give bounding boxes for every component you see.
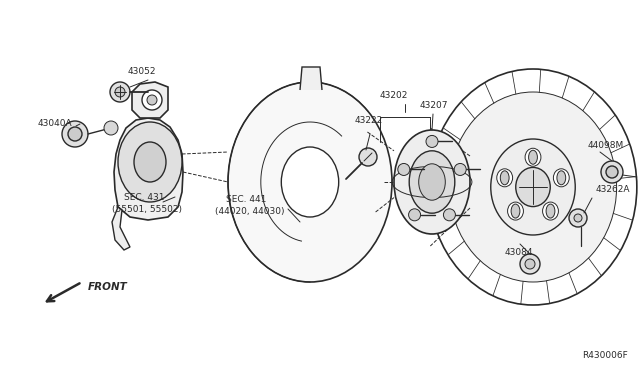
- Ellipse shape: [444, 209, 456, 221]
- Ellipse shape: [454, 163, 466, 176]
- Circle shape: [104, 121, 118, 135]
- Polygon shape: [114, 118, 183, 220]
- Circle shape: [110, 82, 130, 102]
- Ellipse shape: [511, 204, 520, 218]
- Circle shape: [142, 90, 162, 110]
- Ellipse shape: [557, 171, 566, 185]
- Text: R430006F: R430006F: [582, 351, 628, 360]
- Ellipse shape: [529, 150, 538, 164]
- Text: 43262A: 43262A: [596, 185, 630, 194]
- Circle shape: [606, 166, 618, 178]
- Ellipse shape: [394, 130, 470, 234]
- Ellipse shape: [228, 82, 392, 282]
- Ellipse shape: [419, 164, 445, 200]
- Circle shape: [520, 254, 540, 274]
- Ellipse shape: [500, 171, 509, 185]
- Text: 43052: 43052: [128, 67, 157, 76]
- Ellipse shape: [491, 139, 575, 235]
- Ellipse shape: [398, 163, 410, 176]
- Polygon shape: [132, 82, 168, 118]
- Ellipse shape: [429, 69, 637, 305]
- Ellipse shape: [525, 148, 541, 166]
- Ellipse shape: [118, 122, 182, 202]
- Text: (55501, 55502): (55501, 55502): [112, 205, 182, 214]
- Text: 43040A: 43040A: [38, 119, 72, 128]
- Ellipse shape: [543, 202, 559, 220]
- Circle shape: [359, 148, 377, 166]
- Circle shape: [569, 209, 587, 227]
- Circle shape: [115, 87, 125, 97]
- Text: FRONT: FRONT: [88, 282, 128, 292]
- Ellipse shape: [282, 147, 339, 217]
- Text: 43207: 43207: [420, 101, 449, 110]
- Ellipse shape: [508, 202, 524, 220]
- Circle shape: [574, 214, 582, 222]
- Ellipse shape: [449, 92, 616, 282]
- Circle shape: [601, 161, 623, 183]
- Circle shape: [68, 127, 82, 141]
- Text: 44098M: 44098M: [588, 141, 624, 150]
- Polygon shape: [300, 67, 322, 90]
- Ellipse shape: [426, 135, 438, 147]
- Text: (44020, 44030): (44020, 44030): [215, 207, 285, 216]
- Text: 43202: 43202: [380, 91, 408, 100]
- Ellipse shape: [546, 204, 555, 218]
- Text: 43084: 43084: [505, 248, 534, 257]
- Ellipse shape: [554, 169, 569, 187]
- Ellipse shape: [408, 209, 420, 221]
- Text: SEC. 441: SEC. 441: [226, 195, 266, 204]
- Circle shape: [62, 121, 88, 147]
- Circle shape: [525, 259, 535, 269]
- Ellipse shape: [409, 151, 455, 213]
- Polygon shape: [112, 207, 130, 250]
- Circle shape: [147, 95, 157, 105]
- Ellipse shape: [497, 169, 513, 187]
- Ellipse shape: [134, 142, 166, 182]
- Text: 43222: 43222: [355, 116, 383, 125]
- Text: SEC. 431: SEC. 431: [124, 193, 164, 202]
- Ellipse shape: [516, 167, 550, 206]
